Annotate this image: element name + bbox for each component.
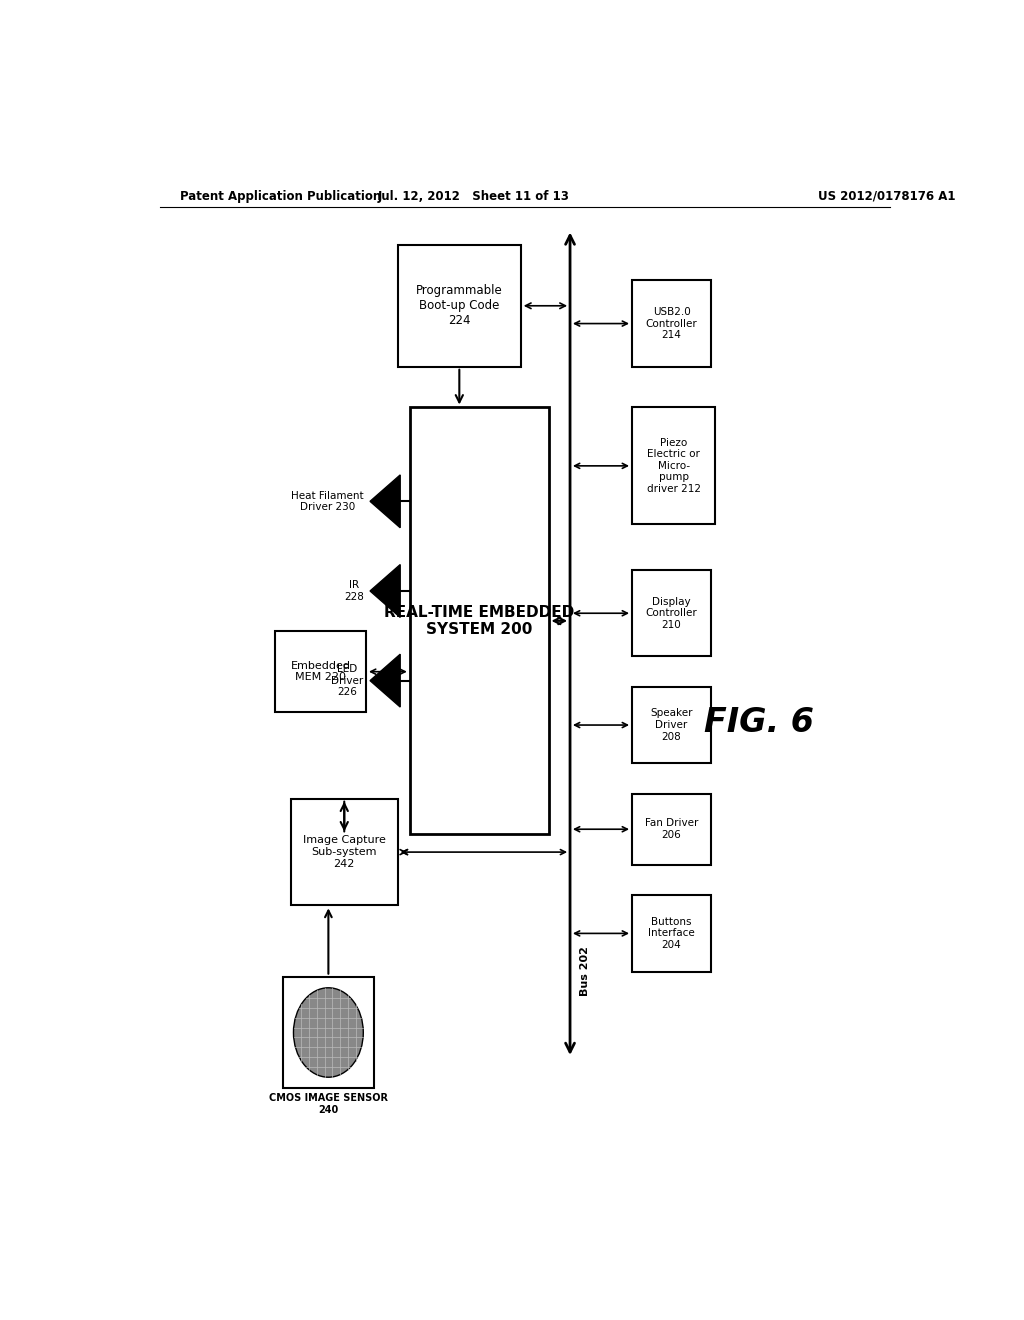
- Bar: [632, 686, 712, 763]
- Text: Jul. 12, 2012   Sheet 11 of 13: Jul. 12, 2012 Sheet 11 of 13: [377, 190, 569, 202]
- Text: CMOS IMAGE SENSOR
240: CMOS IMAGE SENSOR 240: [269, 1093, 388, 1115]
- Bar: [410, 408, 549, 834]
- Text: Fan Driver
206: Fan Driver 206: [645, 818, 698, 840]
- Text: FIG. 6: FIG. 6: [703, 706, 814, 739]
- Bar: [397, 244, 521, 367]
- Text: Programmable
Boot-up Code
224: Programmable Boot-up Code 224: [416, 284, 503, 327]
- Text: USB2.0
Controller
214: USB2.0 Controller 214: [646, 308, 697, 341]
- Text: IR
228: IR 228: [344, 581, 364, 602]
- Bar: [632, 895, 712, 972]
- Text: LED
Driver
226: LED Driver 226: [332, 664, 364, 697]
- Polygon shape: [370, 475, 400, 528]
- Text: Embedded
MEM 220: Embedded MEM 220: [291, 661, 350, 682]
- Bar: [632, 280, 712, 367]
- Text: Display
Controller
210: Display Controller 210: [646, 597, 697, 630]
- Text: Patent Application Publication: Patent Application Publication: [179, 190, 381, 202]
- Bar: [632, 570, 712, 656]
- Text: Bus 202: Bus 202: [581, 946, 591, 997]
- Text: US 2012/0178176 A1: US 2012/0178176 A1: [818, 190, 956, 202]
- Text: Piezo
Electric or
Micro-
pump
driver 212: Piezo Electric or Micro- pump driver 212: [646, 438, 700, 494]
- Circle shape: [294, 987, 364, 1077]
- Polygon shape: [370, 565, 400, 618]
- Bar: [632, 408, 715, 524]
- Bar: [274, 631, 367, 713]
- Text: Image Capture
Sub-system
242: Image Capture Sub-system 242: [303, 836, 386, 869]
- Text: REAL-TIME EMBEDDED
SYSTEM 200: REAL-TIME EMBEDDED SYSTEM 200: [384, 605, 574, 638]
- Bar: [632, 793, 712, 865]
- Polygon shape: [370, 655, 400, 708]
- Text: Speaker
Driver
208: Speaker Driver 208: [650, 709, 693, 742]
- Text: Buttons
Interface
204: Buttons Interface 204: [648, 917, 695, 950]
- Bar: [283, 977, 374, 1089]
- Text: Heat Filament
Driver 230: Heat Filament Driver 230: [291, 491, 364, 512]
- Bar: [291, 799, 397, 906]
